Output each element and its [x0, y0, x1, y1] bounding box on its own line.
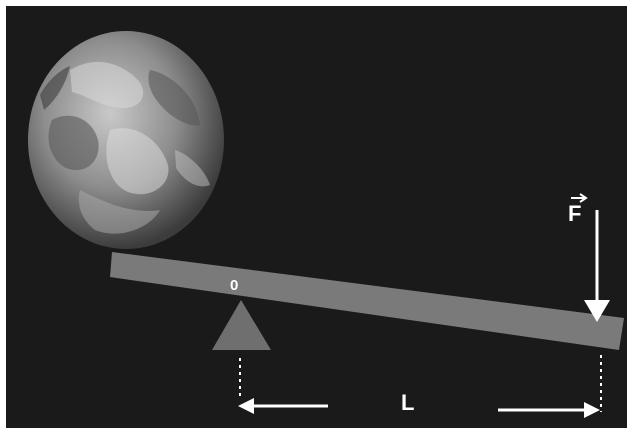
- fulcrum-triangle: [212, 300, 271, 350]
- force-label-group: F: [568, 193, 588, 226]
- force-label: F: [568, 201, 581, 226]
- lever-beam: [110, 252, 624, 350]
- pivot-label: 0: [230, 277, 238, 294]
- force-arrow: [584, 210, 610, 322]
- length-arrow-right: [498, 402, 600, 418]
- earth-globe: [28, 31, 224, 249]
- length-arrow-left: [238, 398, 328, 414]
- force-vector-tip: [579, 193, 588, 203]
- length-label: L: [401, 390, 414, 415]
